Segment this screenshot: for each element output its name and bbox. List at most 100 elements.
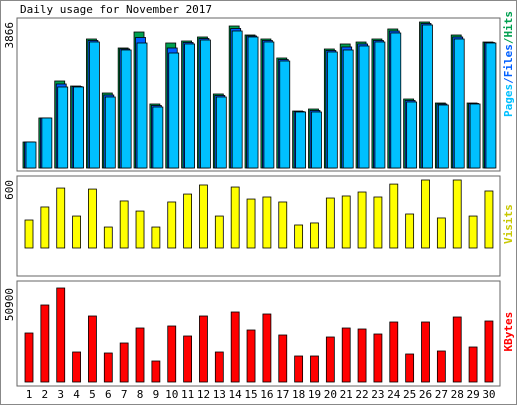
bar — [310, 355, 319, 383]
bar — [452, 179, 462, 249]
bar — [436, 217, 446, 249]
x-tick-label: 19 — [308, 388, 321, 401]
legend-entry: KBytes — [502, 312, 515, 352]
bar — [199, 184, 208, 249]
x-tick-label: 26 — [419, 388, 432, 401]
x-tick-label: 10 — [165, 388, 178, 401]
bar — [40, 206, 50, 249]
x-tick-label: 7 — [121, 388, 128, 401]
x-tick-label: 1 — [26, 388, 33, 401]
bar — [389, 321, 399, 383]
x-tick-label: 23 — [371, 388, 384, 401]
bar — [453, 38, 465, 169]
bar — [231, 30, 243, 169]
bar — [437, 104, 449, 169]
x-tick-label: 11 — [181, 388, 194, 401]
bar — [246, 198, 256, 249]
bar — [246, 329, 256, 383]
x-tick-label: 16 — [260, 388, 273, 401]
bar — [214, 351, 224, 383]
bar — [469, 103, 481, 169]
bar — [278, 201, 288, 249]
legend: Pages/Files/Hits — [502, 11, 515, 117]
bar — [103, 226, 113, 249]
bar — [262, 313, 272, 383]
bar — [278, 334, 288, 383]
bar — [88, 188, 97, 249]
bar — [485, 42, 497, 169]
bar — [325, 197, 335, 249]
x-tick-label: 28 — [451, 388, 464, 401]
bar — [374, 41, 386, 169]
bar — [72, 215, 81, 249]
legend: Visits — [502, 204, 515, 244]
bar — [311, 111, 322, 169]
bar — [405, 213, 415, 249]
x-tick-label: 2 — [42, 388, 49, 401]
bar — [389, 183, 399, 249]
bar — [214, 215, 224, 249]
bar — [151, 360, 161, 383]
bar — [89, 41, 100, 169]
bar — [135, 327, 145, 383]
bar — [151, 226, 161, 249]
bar — [57, 86, 69, 169]
bar — [357, 191, 367, 249]
bar — [152, 106, 164, 169]
bar — [263, 41, 275, 169]
x-tick-label: 4 — [73, 388, 80, 401]
x-tick-label: 15 — [244, 388, 257, 401]
bar — [119, 200, 129, 249]
x-tick-label: 17 — [276, 388, 289, 401]
x-tick-label: 3 — [57, 388, 64, 401]
bar — [484, 320, 494, 383]
bar — [230, 311, 240, 383]
bar — [468, 215, 478, 249]
x-tick-label: 25 — [403, 388, 416, 401]
bar — [167, 325, 177, 383]
bar — [373, 333, 383, 383]
legend-entry: Hits — [502, 11, 515, 38]
bar — [421, 179, 430, 249]
bar — [167, 201, 177, 249]
x-tick-label: 12 — [197, 388, 210, 401]
bar — [358, 45, 370, 169]
bar — [103, 352, 113, 383]
bar — [136, 42, 148, 169]
bar — [484, 190, 494, 249]
bar — [120, 49, 132, 169]
bar — [119, 342, 129, 383]
x-tick-label: 20 — [324, 388, 337, 401]
panel — [16, 280, 501, 387]
x-tick-label: 24 — [387, 388, 401, 401]
bar — [56, 287, 66, 383]
legend-entry: Pages — [502, 84, 515, 117]
bar — [88, 315, 97, 383]
bar — [373, 196, 383, 249]
bar — [25, 141, 37, 169]
x-tick-label: 22 — [355, 388, 368, 401]
bar — [341, 327, 351, 383]
legend-separator: / — [502, 77, 515, 84]
x-tick-label: 5 — [89, 388, 96, 401]
bar — [452, 316, 462, 383]
bar — [357, 328, 367, 383]
x-tick-label: 18 — [292, 388, 305, 401]
panel — [16, 175, 501, 277]
bar — [200, 39, 211, 169]
bar — [468, 346, 478, 383]
bar — [325, 336, 335, 383]
bar — [230, 186, 240, 249]
bar — [406, 101, 418, 169]
bar — [183, 193, 193, 249]
bar — [215, 96, 227, 169]
y-tick-label: 50900 — [3, 288, 16, 321]
bar — [72, 351, 81, 383]
x-tick-label: 21 — [340, 388, 353, 401]
bar — [199, 315, 208, 383]
bar — [262, 196, 272, 249]
bar — [294, 355, 304, 383]
bar — [326, 51, 338, 169]
bar — [436, 350, 446, 383]
